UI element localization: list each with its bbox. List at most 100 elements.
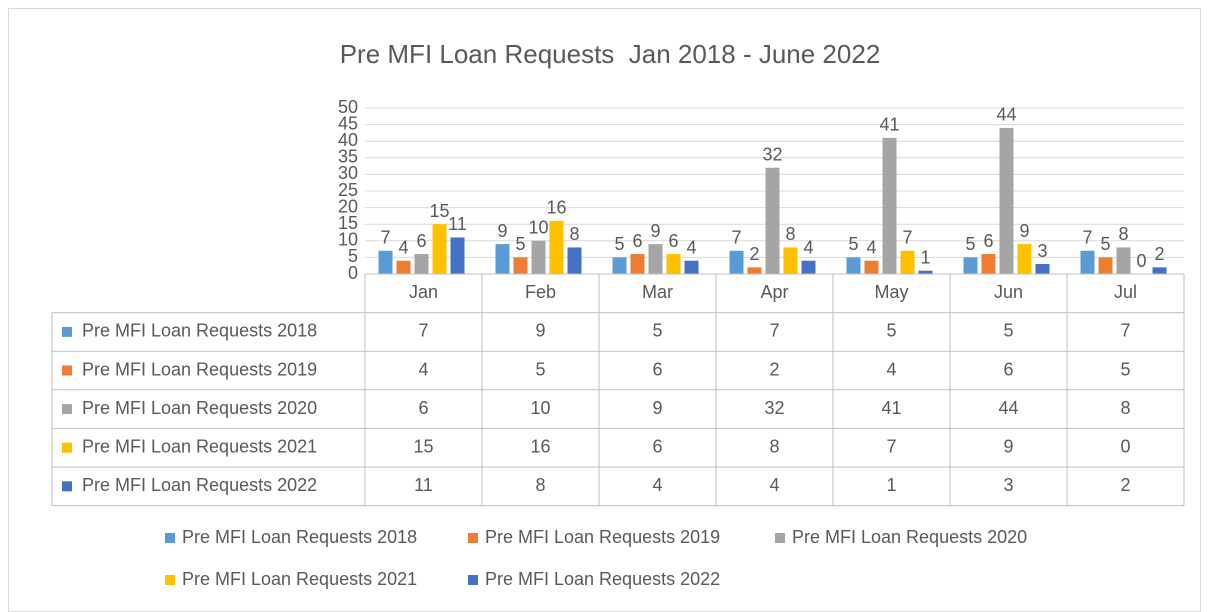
legend-label: Pre MFI Loan Requests 2022 [485,569,720,589]
data-label: 10 [528,218,548,238]
table-cell: 2 [769,359,779,379]
data-label: 6 [668,231,678,251]
data-label: 9 [497,221,507,241]
table-series-name: Pre MFI Loan Requests 2020 [82,398,317,418]
legend-key [165,533,175,543]
bar [495,244,510,274]
y-tick-label: 20 [338,196,358,216]
table-cell: 44 [998,398,1018,418]
table-cell: 7 [418,321,428,341]
y-tick-label: 35 [338,147,358,167]
x-tick-label: Jan [409,282,438,302]
table-cell: 7 [769,321,779,341]
table-cell: 5 [652,321,662,341]
table-cell: 6 [418,398,428,418]
y-tick-label: 10 [338,230,358,250]
table-cell: 4 [769,475,779,495]
table-cell: 9 [652,398,662,418]
data-label: 9 [650,221,660,241]
bar [648,244,663,274]
bar [630,254,645,274]
bar [1017,244,1032,274]
data-label: 8 [785,224,795,244]
bar [981,254,996,274]
table-cell: 8 [1120,398,1130,418]
data-label: 16 [546,198,566,218]
table-cell: 5 [535,359,545,379]
legend-key [468,575,478,585]
y-tick-label: 40 [338,130,358,150]
table-legend-key [62,481,72,492]
bar [1080,250,1095,274]
legend-label: Pre MFI Loan Requests 2020 [792,527,1027,547]
bar [396,260,411,274]
table-cell: 2 [1120,475,1130,495]
data-label: 5 [614,234,624,254]
table-cell: 41 [881,398,901,418]
bar [1035,264,1050,274]
data-label: 7 [1082,228,1092,248]
bar [882,137,897,274]
bar [801,260,816,274]
table-cell: 6 [652,436,662,456]
legend-key [165,575,175,585]
data-label: 5 [848,234,858,254]
bar [747,267,762,274]
legend-key [468,533,478,543]
data-label: 44 [996,105,1016,125]
bar [567,247,582,274]
data-label: 3 [1037,241,1047,261]
table-series-name: Pre MFI Loan Requests 2021 [82,436,317,456]
data-label: 11 [448,214,467,234]
data-label: 6 [983,231,993,251]
bar [765,167,780,274]
table-cell: 10 [530,398,550,418]
table-cell: 9 [1003,436,1013,456]
chart-title: Pre MFI Loan Requests Jan 2018 - June 20… [340,39,881,69]
table-cell: 4 [652,475,662,495]
data-label: 4 [686,237,696,257]
legend-label: Pre MFI Loan Requests 2018 [182,527,417,547]
table-cell: 15 [413,436,433,456]
bar [999,127,1014,274]
y-tick-label: 30 [338,163,358,183]
x-tick-label: Apr [760,282,788,302]
table-cell: 6 [652,359,662,379]
data-label: 41 [879,115,899,135]
data-label: 9 [1019,221,1029,241]
bar [666,254,681,274]
table-cell: 1 [886,475,896,495]
data-label: 2 [749,244,759,264]
data-label: 8 [569,224,579,244]
table-legend-key [62,404,72,415]
table-cell: 8 [535,475,545,495]
table-series-name: Pre MFI Loan Requests 2022 [82,475,317,495]
data-label: 1 [920,247,930,267]
table-legend-key [62,326,72,337]
data-label: 5 [515,234,525,254]
table-cell: 9 [535,321,545,341]
legend-key [775,533,785,543]
y-tick-label: 15 [338,213,358,233]
table-cell: 16 [530,436,550,456]
y-tick-label: 0 [348,263,358,283]
table-legend-key [62,365,72,376]
data-label: 4 [398,237,408,257]
bar [846,257,861,274]
bar [513,257,528,274]
y-tick-label: 45 [338,113,358,133]
x-tick-label: Mar [642,282,673,302]
table-cell: 5 [1003,321,1013,341]
y-tick-label: 50 [338,97,358,117]
x-tick-label: May [874,282,908,302]
data-label: 4 [866,237,876,257]
data-label: 32 [762,145,782,165]
table-cell: 5 [1120,359,1130,379]
data-label: 6 [416,231,426,251]
data-label: 7 [731,228,741,248]
table-legend-key [62,442,72,453]
table-cell: 6 [1003,359,1013,379]
table-series-name: Pre MFI Loan Requests 2019 [82,359,317,379]
